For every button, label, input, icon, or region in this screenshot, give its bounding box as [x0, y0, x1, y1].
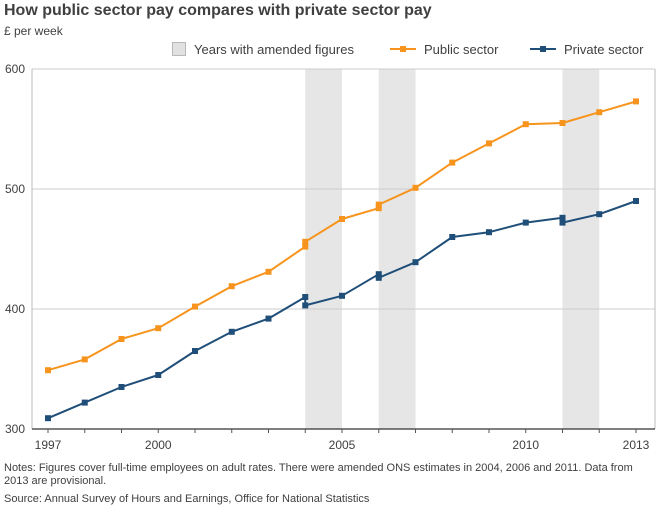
private-point-2003-6	[265, 315, 272, 322]
amended-band-3	[562, 69, 600, 429]
public-point-2005-9	[339, 216, 345, 222]
y-tick-label-600: 600	[5, 62, 25, 76]
private-point-2004-8	[302, 302, 309, 309]
amended-year-bands	[305, 69, 600, 429]
public-point-2004-7	[302, 243, 309, 250]
legend-item-amended: Years with amended figures	[172, 40, 354, 58]
public-point-2012-17	[596, 109, 603, 116]
private-point-2005-9	[339, 292, 345, 299]
x-tick-label-2000: 2000	[145, 438, 172, 452]
private-point-2006-11	[375, 274, 382, 281]
y-tick-labels: 300 400 500 600	[5, 62, 25, 436]
legend-label-public: Public sector	[424, 41, 499, 57]
private-point-2011-17	[559, 219, 566, 226]
private-line-swatch-icon	[530, 46, 556, 52]
public-point-2010-15	[522, 121, 529, 128]
public-point-2008-13	[449, 159, 456, 166]
public-point-2011-16	[559, 120, 566, 126]
public-point-2000-3	[155, 325, 162, 332]
private-sector-line	[47, 200, 637, 420]
legend-label-private: Private sector	[564, 41, 644, 57]
private-point-2000-3	[155, 372, 162, 378]
legend-item-private: Private sector	[530, 40, 643, 58]
y-tick-label-500: 500	[5, 182, 25, 196]
public-point-2006-11	[375, 201, 382, 208]
legend-item-public: Public sector	[390, 40, 498, 58]
y-axis-unit-label: £ per week	[4, 24, 63, 38]
public-point-2006-10	[375, 205, 382, 212]
private-point-2008-13	[449, 234, 456, 240]
private-point-1999-2	[118, 384, 125, 390]
legend-label-amended: Years with amended figures	[194, 41, 354, 57]
private-point-2006-10	[375, 271, 382, 278]
private-point-1998-1	[81, 399, 88, 406]
public-point-1999-2	[118, 336, 125, 342]
public-point-2013-18	[633, 98, 639, 105]
chart-notes: Notes: Figures cover full-time employees…	[4, 462, 633, 487]
private-point-2010-15	[522, 219, 529, 226]
private-point-1997-0	[45, 415, 51, 422]
private-point-2004-7	[302, 294, 309, 300]
amended-band-2	[378, 69, 416, 429]
public-point-1998-1	[81, 356, 88, 363]
private-point-2007-12	[412, 259, 419, 266]
public-point-1997-0	[45, 367, 51, 374]
public-line-swatch-icon	[390, 46, 416, 52]
series-group	[45, 98, 639, 422]
public-point-2004-8	[302, 238, 309, 245]
x-tick-label-2005: 2005	[329, 438, 356, 452]
x-tick-labels: 1997 2000 2005 2010 2013	[35, 438, 650, 452]
y-tick-label-400: 400	[5, 302, 25, 316]
axes	[31, 69, 656, 433]
public-point-2002-5	[228, 283, 235, 290]
chart-source: Source: Annual Survey of Hours and Earni…	[4, 493, 370, 505]
y-tick-label-300: 300	[5, 422, 25, 436]
private-point-2009-14	[486, 229, 492, 236]
gridlines	[32, 68, 655, 310]
shaded-swatch-icon	[172, 42, 186, 56]
private-point-2012-18	[596, 211, 603, 218]
x-tick-label-1997: 1997	[35, 438, 62, 452]
private-point-2011-16	[559, 214, 566, 221]
amended-band-1	[305, 69, 342, 429]
private-point-2002-5	[228, 328, 235, 335]
public-point-2001-4	[192, 303, 198, 310]
x-tick-label-2013: 2013	[623, 438, 650, 452]
public-point-2003-6	[265, 268, 272, 275]
x-tick-label-2010: 2010	[512, 438, 539, 452]
private-point-2013-19	[633, 198, 639, 204]
chart-title: How public sector pay compares with priv…	[4, 2, 432, 19]
public-point-2007-12	[412, 184, 419, 191]
public-point-2009-14	[486, 140, 492, 147]
private-point-2001-4	[192, 348, 198, 354]
